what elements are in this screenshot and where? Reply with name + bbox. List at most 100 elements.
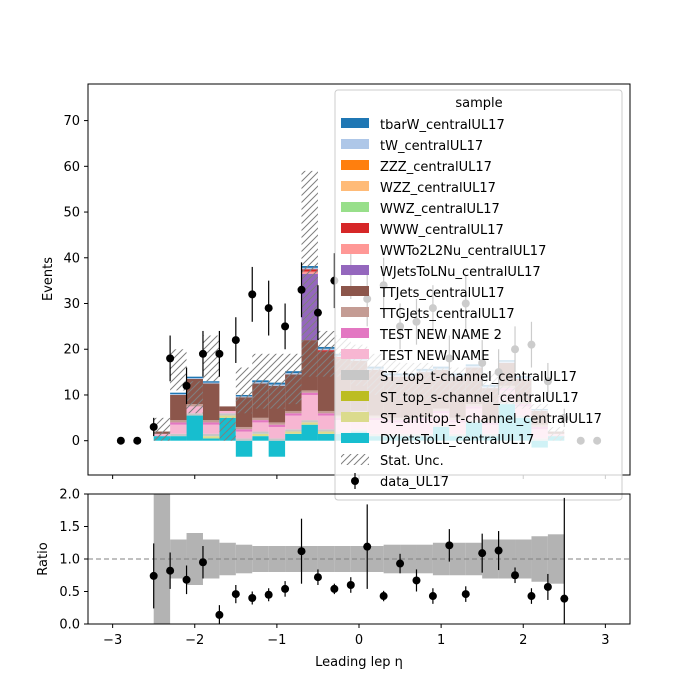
legend-entries: tbarW_centralUL17 tW_centralUL17 ZZZ_centr…	[341, 118, 602, 490]
data-point	[281, 322, 290, 331]
ratio-y-tick-label: 2.0	[59, 488, 80, 503]
ratio-band-segment	[350, 546, 368, 572]
bar-segment	[235, 440, 253, 457]
stat-unc-segment	[202, 335, 220, 382]
ratio-point	[248, 594, 257, 602]
legend-swatch	[341, 181, 369, 191]
bar-segment	[268, 438, 286, 441]
bar-segment	[170, 436, 187, 441]
legend-swatch	[341, 160, 369, 170]
bar-segment	[317, 429, 335, 432]
legend-label: ST_top_t-channel_centralUL17	[380, 370, 577, 385]
y-tick-label: 10	[63, 388, 80, 403]
bar-segment	[301, 422, 318, 425]
legend-swatch	[341, 118, 369, 128]
bar-segment	[235, 438, 253, 441]
bar-segment	[285, 433, 302, 441]
legend-hatch-swatch	[341, 454, 369, 465]
ratio-point	[543, 582, 552, 591]
ratio-point	[264, 590, 273, 599]
bar-segment	[252, 422, 269, 432]
legend-label: tbarW_centralUL17	[380, 118, 505, 133]
ratio-x-tick-label: 1	[437, 633, 445, 648]
legend-entry: DYJetsToLL_centralUL17	[341, 433, 534, 448]
ratio-band-segment	[383, 544, 401, 574]
legend-label: data_UL17	[380, 475, 449, 490]
bar-segment	[285, 429, 302, 432]
ratio-point	[297, 547, 306, 556]
bar-segment	[235, 429, 253, 432]
y-tick-label: 20	[63, 343, 80, 358]
ratio-y-ticks: 0.0 0.5 1.0 1.5 2.0	[59, 488, 88, 633]
bar-segment	[186, 413, 203, 416]
legend-label: WWTo2L2Nu_centralUL17	[380, 244, 546, 259]
legend: sample tbarW_centralUL17 tW_centralUL17 ZZ…	[334, 89, 623, 501]
ratio-point	[445, 541, 454, 550]
legend-box	[334, 89, 623, 501]
legend-label: WZZ_centralUL17	[380, 181, 496, 196]
legend-swatch	[341, 433, 369, 443]
bar-segment	[202, 420, 220, 423]
y-tick-label: 30	[63, 297, 80, 312]
ratio-point	[412, 576, 421, 585]
legend-entry: TTGJets_centralUL17	[341, 307, 515, 322]
data-point	[297, 285, 306, 294]
legend-label: Stat. Unc.	[380, 454, 444, 469]
legend-label: WWW_centralUL17	[380, 223, 504, 238]
data-point	[313, 308, 322, 317]
ratio-point	[166, 566, 175, 575]
y-tick-label: 50	[63, 206, 80, 221]
legend-title: sample	[455, 96, 502, 111]
legend-swatch	[341, 286, 369, 296]
legend-entry: WWZ_centralUL17	[341, 202, 500, 217]
bar-segment	[317, 415, 335, 430]
legend-swatch	[341, 307, 369, 317]
bar-segment	[170, 424, 187, 434]
bar-segment	[252, 433, 269, 437]
bar-segment	[219, 415, 236, 418]
ratio-point	[461, 590, 470, 599]
legend-entry: ZZZ_centralUL17	[341, 160, 492, 175]
legend-data-marker	[351, 477, 359, 485]
data-point	[166, 354, 175, 363]
bar-segment	[317, 413, 335, 416]
legend-swatch	[341, 202, 369, 212]
ratio-points	[149, 497, 569, 624]
ratio-y-tick-label: 0.0	[59, 618, 80, 633]
ratio-point	[346, 581, 355, 589]
legend-label: ST_antitop_t-channel_centralUL17	[380, 412, 602, 427]
ratio-point	[281, 584, 290, 593]
ratio-band-segment	[285, 546, 302, 572]
bar-segment	[186, 378, 203, 379]
bar-segment	[186, 376, 203, 379]
bar-segment	[235, 431, 253, 439]
bar-segment	[170, 394, 187, 421]
bar-segment	[202, 422, 220, 425]
legend-label: TEST NEW NAME 2	[379, 328, 502, 343]
ratio-y-tick-label: 0.5	[59, 585, 80, 600]
legend-swatch	[341, 412, 369, 422]
ratio-point	[149, 571, 158, 580]
bar-segment	[252, 420, 269, 423]
ratio-band-segment	[367, 546, 384, 572]
bar-segment	[301, 392, 318, 395]
stat-unc-segment	[268, 353, 286, 409]
stat-unc-segment	[219, 417, 236, 441]
ratio-x-axis-label: Leading lep η	[315, 655, 403, 670]
ratio-band-segment	[301, 546, 318, 572]
bar-segment	[252, 436, 269, 441]
bar-segment	[252, 431, 269, 434]
ratio-point	[198, 558, 207, 567]
legend-label: tW_centralUL17	[380, 139, 483, 154]
ratio-point	[560, 594, 569, 603]
data-point	[182, 381, 191, 390]
legend-swatch	[341, 244, 369, 254]
bar-segment	[202, 436, 220, 439]
stat-unc-segment	[317, 330, 335, 377]
bar-segment	[202, 381, 220, 383]
data-point	[149, 422, 158, 431]
ratio-y-tick-label: 1.0	[59, 553, 80, 568]
bar-segment	[170, 433, 187, 437]
bar-segment	[170, 394, 187, 395]
ratio-point	[330, 584, 339, 593]
